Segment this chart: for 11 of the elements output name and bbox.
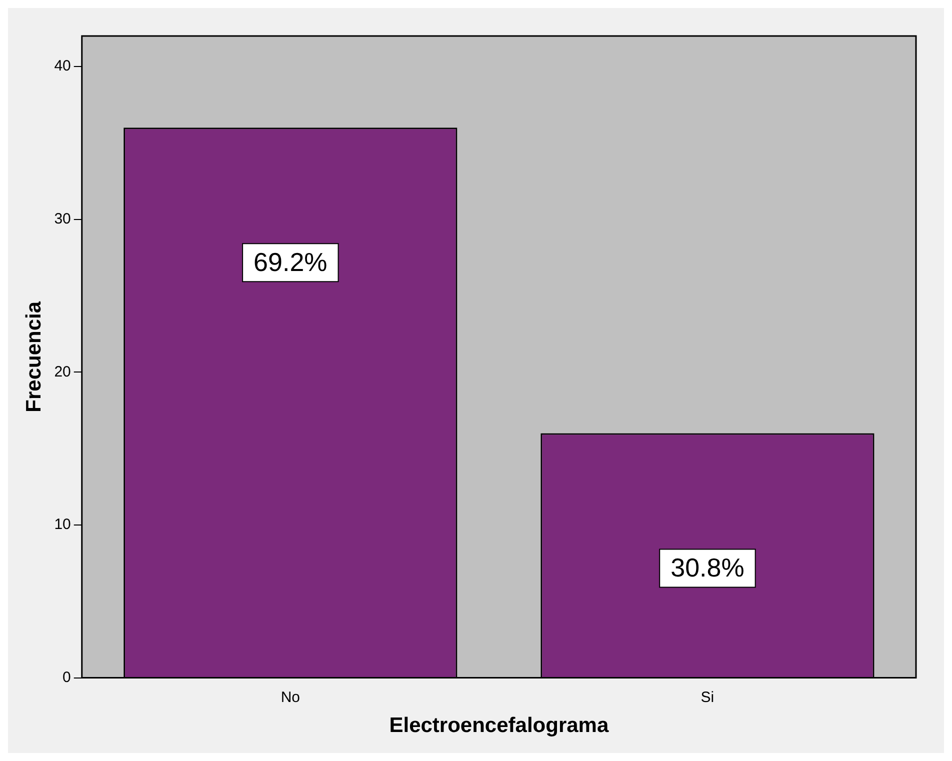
annotation: 69.2%	[254, 246, 328, 277]
y-tick-label: 0	[62, 668, 71, 686]
y-tick-label: 10	[54, 516, 71, 534]
y-tick-label: 30	[54, 210, 71, 228]
x-axis-title: Electroencefalograma	[389, 714, 609, 738]
x-tick-label: No	[280, 688, 300, 706]
y-tick-label: 40	[54, 58, 71, 75]
x-tick-label: Si	[700, 688, 714, 706]
y-axis-title: Frecuencia	[22, 301, 46, 412]
y-tick-label: 20	[54, 363, 71, 380]
annotation: 30.8%	[670, 552, 744, 582]
